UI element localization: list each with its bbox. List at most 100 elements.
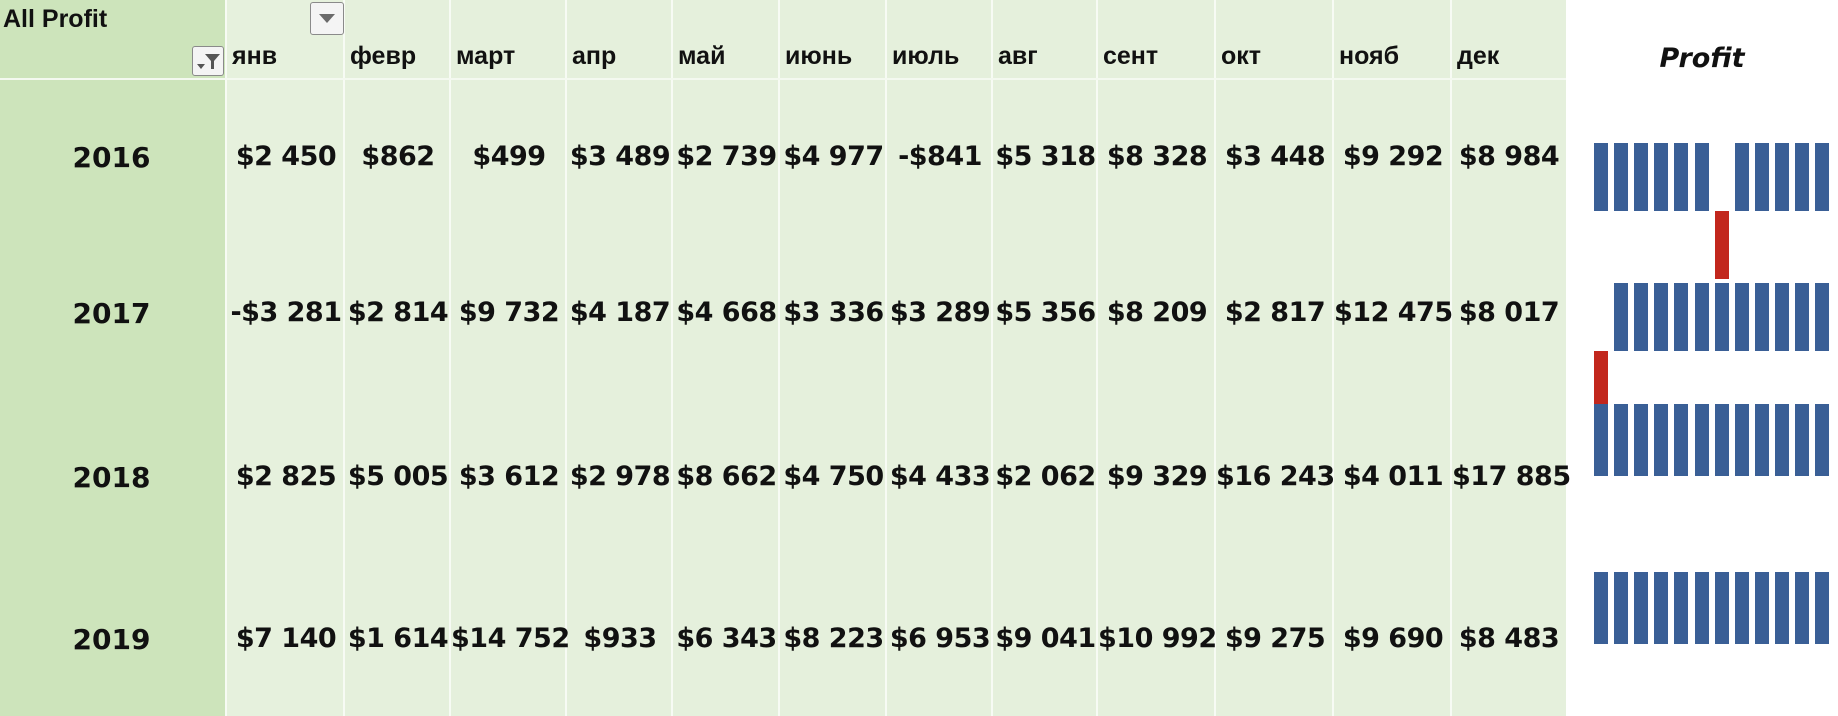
month-column-bg xyxy=(565,0,673,716)
sparkline-bar xyxy=(1815,572,1830,644)
month-column-bg xyxy=(1450,0,1566,716)
sparkline-bar xyxy=(1634,143,1649,212)
month-header[interactable]: март xyxy=(456,42,516,70)
table-cell[interactable]: $2 814 xyxy=(347,297,449,328)
table-cell[interactable]: $5 318 xyxy=(995,141,1096,172)
table-cell[interactable]: $933 xyxy=(583,623,657,654)
table-cell[interactable]: $6 953 xyxy=(889,623,991,654)
table-cell[interactable]: $2 062 xyxy=(995,461,1096,492)
table-cell[interactable]: $3 448 xyxy=(1224,141,1326,172)
table-cell[interactable]: $5 356 xyxy=(995,297,1096,328)
month-header[interactable]: май xyxy=(678,42,726,70)
table-cell[interactable]: $2 825 xyxy=(235,461,337,492)
table-cell[interactable]: $8 017 xyxy=(1458,297,1560,328)
sparkline-bar xyxy=(1614,572,1629,644)
table-cell[interactable]: $9 292 xyxy=(1342,141,1444,172)
sparkline-bar xyxy=(1674,572,1689,644)
sparkline-bar xyxy=(1815,404,1830,476)
row-labels-column xyxy=(0,0,225,716)
table-cell[interactable]: $4 187 xyxy=(569,297,671,328)
table-cell[interactable]: $16 243 xyxy=(1216,461,1335,492)
table-cell[interactable]: $4 668 xyxy=(676,297,777,328)
sparkline-bar xyxy=(1734,143,1749,212)
sparkline-bar xyxy=(1674,282,1689,351)
table-cell[interactable]: $2 450 xyxy=(235,141,337,172)
month-header[interactable]: янв xyxy=(232,42,278,70)
sparkline-bar xyxy=(1694,282,1709,351)
month-header[interactable]: апр xyxy=(572,42,617,70)
table-cell[interactable]: $8 209 xyxy=(1106,297,1208,328)
table-cell[interactable]: $3 289 xyxy=(889,297,991,328)
row-label-year[interactable]: 2017 xyxy=(72,297,151,330)
month-header[interactable]: нояб xyxy=(1339,42,1400,70)
table-cell[interactable]: $14 752 xyxy=(451,623,570,654)
sparkline-bar xyxy=(1754,282,1769,351)
sparkline-bar xyxy=(1795,143,1809,212)
sparkline-bar xyxy=(1754,404,1769,476)
table-cell[interactable]: $17 885 xyxy=(1452,461,1571,492)
table-cell[interactable]: $3 336 xyxy=(783,297,884,328)
table-cell[interactable]: $8 984 xyxy=(1458,141,1560,172)
table-cell[interactable]: $10 992 xyxy=(1098,623,1217,654)
sparkline-bar xyxy=(1734,404,1749,476)
table-cell[interactable]: $9 690 xyxy=(1342,623,1444,654)
row-label-year[interactable]: 2018 xyxy=(72,461,151,494)
sparkline-bar xyxy=(1694,404,1709,476)
sparkline-bar xyxy=(1634,572,1649,644)
table-cell[interactable]: $8 223 xyxy=(783,623,884,654)
month-column-bg xyxy=(1214,0,1334,716)
table-cell[interactable]: -$3 281 xyxy=(230,297,342,328)
table-cell[interactable]: $1 614 xyxy=(347,623,449,654)
sparkline-bar xyxy=(1614,282,1629,351)
row-label-year[interactable]: 2019 xyxy=(72,623,151,656)
table-cell[interactable]: $6 343 xyxy=(676,623,777,654)
table-cell[interactable]: $9 275 xyxy=(1224,623,1326,654)
table-cell[interactable]: $5 005 xyxy=(347,461,449,492)
table-cell[interactable]: $9 329 xyxy=(1106,461,1208,492)
month-header[interactable]: авг xyxy=(998,42,1038,70)
table-cell[interactable]: $499 xyxy=(472,141,546,172)
sparkline-bar xyxy=(1815,282,1830,351)
row-label-year[interactable]: 2016 xyxy=(72,141,151,174)
table-cell[interactable]: $9 041 xyxy=(995,623,1096,654)
month-header[interactable]: окт xyxy=(1221,42,1262,70)
table-cell[interactable]: $8 662 xyxy=(676,461,777,492)
sparkline-bar xyxy=(1795,572,1809,644)
table-cell[interactable]: $3 489 xyxy=(569,141,671,172)
table-cell[interactable]: $9 732 xyxy=(458,297,560,328)
month-header[interactable]: дек xyxy=(1457,42,1500,70)
filter-dropdown-button[interactable] xyxy=(310,2,344,35)
sparkline-bar xyxy=(1714,572,1729,644)
table-cell[interactable]: -$841 xyxy=(898,141,982,172)
sparkline-bar xyxy=(1654,143,1669,212)
row-filter-button[interactable] xyxy=(192,46,224,76)
month-column-bg xyxy=(885,0,993,716)
month-header[interactable]: сент xyxy=(1103,42,1159,70)
table-cell[interactable]: $2 978 xyxy=(569,461,671,492)
sparkline-bar xyxy=(1774,404,1789,476)
table-cell[interactable]: $4 433 xyxy=(889,461,991,492)
table-cell[interactable]: $7 140 xyxy=(235,623,337,654)
month-header[interactable]: февр xyxy=(350,42,417,70)
table-cell[interactable]: $12 475 xyxy=(1334,297,1453,328)
sparkline-bar xyxy=(1614,404,1629,476)
table-cell[interactable]: $4 750 xyxy=(783,461,884,492)
table-cell[interactable]: $3 612 xyxy=(458,461,560,492)
table-cell[interactable]: $2 739 xyxy=(676,141,777,172)
sparkline-bar xyxy=(1694,572,1709,644)
table-cell[interactable]: $862 xyxy=(361,141,435,172)
sparkline-negative-bar xyxy=(1714,211,1729,280)
sparkline-bar xyxy=(1634,404,1649,476)
table-cell[interactable]: $4 977 xyxy=(783,141,884,172)
month-header[interactable]: июнь xyxy=(785,42,853,70)
table-cell[interactable]: $2 817 xyxy=(1224,297,1326,328)
filter-icon xyxy=(197,54,220,69)
table-cell[interactable]: $8 483 xyxy=(1458,623,1560,654)
month-header[interactable]: июль xyxy=(892,42,960,70)
month-column-bg xyxy=(1096,0,1216,716)
sparkline-bar xyxy=(1815,143,1830,212)
table-cell[interactable]: $8 328 xyxy=(1106,141,1208,172)
month-column-bg xyxy=(343,0,451,716)
month-column-bg xyxy=(778,0,887,716)
table-cell[interactable]: $4 011 xyxy=(1342,461,1444,492)
